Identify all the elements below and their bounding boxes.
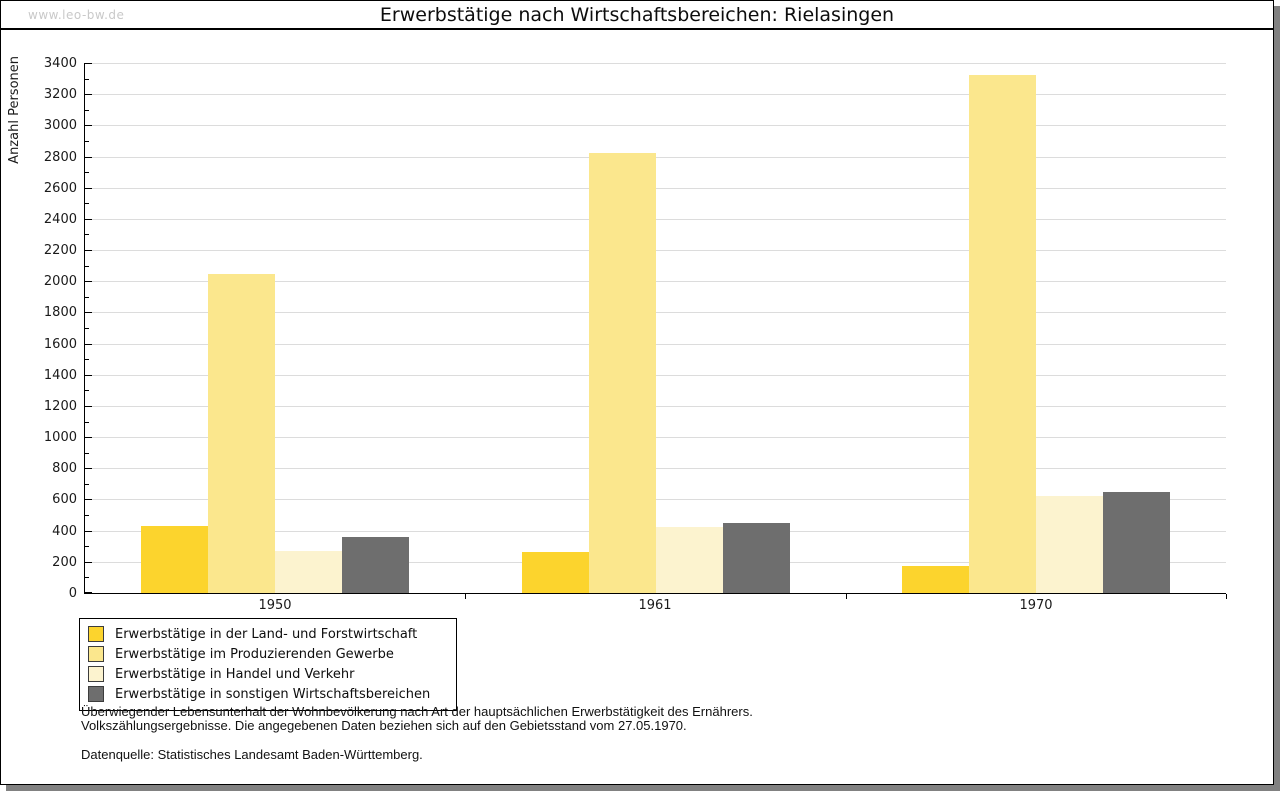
footnote: Überwiegender Lebensunterhalt der Wohnbe…	[81, 705, 753, 733]
y-major-tick	[85, 562, 92, 563]
y-tick-label: 200	[52, 555, 77, 570]
y-tick-label: 2200	[43, 243, 77, 258]
bar-1961-series-3	[656, 527, 723, 593]
window-shadow-bottom	[6, 785, 1280, 791]
x-category-label: 1950	[258, 598, 292, 613]
y-tick-label: 400	[52, 524, 77, 539]
y-tick-label: 1200	[43, 399, 77, 414]
y-major-tick	[85, 94, 92, 95]
y-minor-tick	[85, 141, 89, 142]
y-minor-tick	[85, 422, 89, 423]
y-tick-label: 2400	[43, 212, 77, 227]
y-minor-tick	[85, 110, 89, 111]
bar-1961-series-4	[723, 523, 790, 593]
bar-1950-series-3	[275, 551, 342, 593]
legend-item: Erwerbstätige in Handel und Verkehr	[88, 664, 456, 684]
gridline	[85, 63, 1226, 64]
y-minor-tick	[85, 515, 89, 516]
y-major-tick	[85, 157, 92, 158]
y-tick-label: 3000	[43, 118, 77, 133]
legend-item: Erwerbstätige im Produzierenden Gewerbe	[88, 644, 456, 664]
gridline	[85, 94, 1226, 95]
y-tick-label: 800	[52, 461, 77, 476]
y-major-tick	[85, 499, 92, 500]
y-tick-label: 1600	[43, 337, 77, 352]
gridline	[85, 125, 1226, 126]
y-major-tick	[85, 437, 92, 438]
bar-1970-series-1	[902, 566, 969, 593]
bar-1961-series-1	[522, 552, 589, 593]
watermark: www.leo-bw.de	[28, 8, 125, 22]
x-boundary-tick	[1226, 594, 1227, 599]
y-minor-tick	[85, 359, 89, 360]
y-major-tick	[85, 592, 92, 593]
footnote-line-1: Überwiegender Lebensunterhalt der Wohnbe…	[81, 704, 753, 719]
y-minor-tick	[85, 484, 89, 485]
bar-1961-series-2	[589, 153, 656, 593]
plot-area	[84, 63, 1226, 594]
x-category-label: 1970	[1019, 598, 1053, 613]
y-major-tick	[85, 468, 92, 469]
header-divider	[1, 28, 1273, 30]
y-major-tick	[85, 281, 92, 282]
y-tick-label: 600	[52, 492, 77, 507]
legend-swatch	[88, 666, 104, 682]
y-minor-tick	[85, 390, 89, 391]
y-minor-tick	[85, 234, 89, 235]
y-major-tick	[85, 312, 92, 313]
legend-label: Erwerbstätige in sonstigen Wirtschaftsbe…	[115, 686, 431, 702]
legend-label: Erwerbstätige in Handel und Verkehr	[115, 666, 355, 682]
y-major-tick	[85, 250, 92, 251]
footnote-source: Datenquelle: Statistisches Landesamt Bad…	[81, 747, 423, 762]
y-tick-label: 2000	[43, 274, 77, 289]
x-category-label: 1961	[638, 598, 672, 613]
bar-1970-series-4	[1103, 492, 1170, 593]
y-tick-label: 3400	[43, 56, 77, 71]
legend-swatch	[88, 626, 104, 642]
y-major-tick	[85, 375, 92, 376]
y-major-tick	[85, 63, 92, 64]
y-minor-tick	[85, 328, 89, 329]
legend-item: Erwerbstätige in sonstigen Wirtschaftsbe…	[88, 684, 456, 704]
y-tick-label: 3200	[43, 87, 77, 102]
y-major-tick	[85, 188, 92, 189]
y-minor-tick	[85, 79, 89, 80]
y-minor-tick	[85, 453, 89, 454]
y-minor-tick	[85, 546, 89, 547]
y-tick-label: 2600	[43, 181, 77, 196]
y-minor-tick	[85, 297, 89, 298]
y-major-tick	[85, 125, 92, 126]
footnote-line-2: Volkszählungsergebnisse. Die angegebenen…	[81, 718, 687, 733]
y-minor-tick	[85, 577, 89, 578]
y-tick-label: 1400	[43, 368, 77, 383]
y-tick-label: 1000	[43, 430, 77, 445]
legend-swatch	[88, 686, 104, 702]
x-boundary-tick	[465, 594, 466, 599]
legend-label: Erwerbstätige im Produzierenden Gewerbe	[115, 646, 394, 662]
y-minor-tick	[85, 266, 89, 267]
bar-1950-series-2	[208, 274, 275, 593]
y-tick-label: 0	[68, 586, 77, 601]
window-shadow-right	[1274, 6, 1280, 791]
y-major-tick	[85, 531, 92, 532]
y-major-tick	[85, 344, 92, 345]
legend-label: Erwerbstätige in der Land- und Forstwirt…	[115, 626, 418, 642]
y-tick-label: 1800	[43, 305, 77, 320]
x-boundary-tick	[846, 594, 847, 599]
y-major-tick	[85, 219, 92, 220]
legend-swatch	[88, 646, 104, 662]
y-tick-label: 2800	[43, 150, 77, 165]
y-minor-tick	[85, 172, 89, 173]
legend-item: Erwerbstätige in der Land- und Forstwirt…	[88, 624, 456, 644]
y-major-tick	[85, 406, 92, 407]
bar-1950-series-1	[141, 526, 208, 593]
page-title: Erwerbstätige nach Wirtschaftsbereichen:…	[379, 4, 895, 26]
bar-1970-series-3	[1036, 496, 1103, 593]
legend: Erwerbstätige in der Land- und Forstwirt…	[79, 618, 457, 711]
y-axis-label: Anzahl Personen	[7, 56, 22, 164]
bar-1970-series-2	[969, 75, 1036, 593]
bar-1950-series-4	[342, 537, 409, 593]
y-minor-tick	[85, 203, 89, 204]
